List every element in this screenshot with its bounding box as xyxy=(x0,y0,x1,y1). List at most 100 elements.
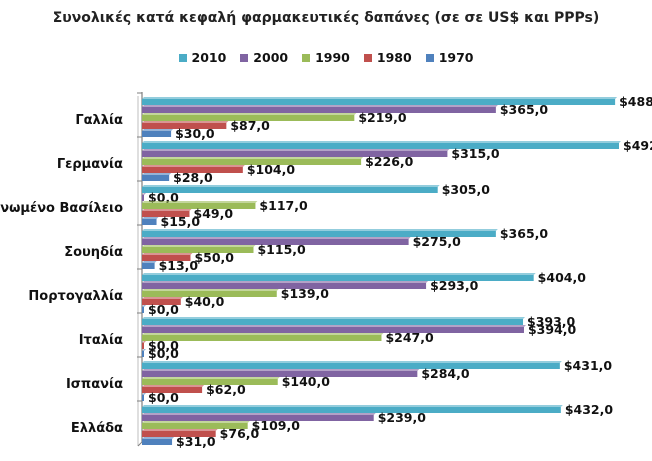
data-label: $0,0 xyxy=(148,338,179,353)
bar xyxy=(142,247,254,253)
bar xyxy=(142,307,144,313)
data-label: $87,0 xyxy=(230,118,270,133)
bar xyxy=(142,239,409,245)
data-label: $393,0 xyxy=(527,314,576,329)
data-label: $50,0 xyxy=(194,250,234,265)
data-label: $109,0 xyxy=(252,418,301,433)
bar xyxy=(142,143,619,149)
data-label: $76,0 xyxy=(220,426,260,441)
bar-top xyxy=(142,229,498,231)
bar-top xyxy=(142,97,618,99)
bar xyxy=(142,151,448,157)
data-label: $305,0 xyxy=(442,182,491,197)
bar xyxy=(142,255,191,261)
bar xyxy=(142,283,427,289)
legend-label: 1990 xyxy=(315,50,350,65)
bar xyxy=(142,423,248,429)
data-label: $315,0 xyxy=(451,146,500,161)
bar xyxy=(142,363,560,369)
data-label: $404,0 xyxy=(538,270,587,285)
bar xyxy=(142,439,173,445)
legend-item: 2000 xyxy=(240,50,288,65)
bar xyxy=(142,335,382,341)
bar-top xyxy=(142,413,376,415)
data-label: $219,0 xyxy=(358,110,407,125)
bar-top xyxy=(142,201,258,203)
bar xyxy=(142,107,496,113)
legend-swatch xyxy=(178,53,187,62)
bar xyxy=(142,415,374,421)
category-label: Πορτογαλλία xyxy=(28,289,123,304)
bar xyxy=(142,99,616,105)
data-label: $226,0 xyxy=(365,154,414,169)
bar-top xyxy=(142,237,411,239)
bar-top xyxy=(142,261,157,263)
bar-top xyxy=(142,281,429,283)
data-label: $239,0 xyxy=(378,410,427,425)
data-label: $117,0 xyxy=(259,198,308,213)
data-label: $394,0 xyxy=(528,322,577,337)
category-label: Γαλλία xyxy=(75,113,123,128)
data-label: $0,0 xyxy=(148,346,179,361)
bar-top xyxy=(142,149,450,151)
category-label: Ηνωμένο Βασίλειο xyxy=(0,201,123,216)
data-label: $0,0 xyxy=(148,302,179,317)
bar-top xyxy=(142,121,229,123)
data-label: $31,0 xyxy=(176,434,216,449)
bar xyxy=(142,231,496,237)
bar xyxy=(142,219,157,225)
data-label: $15,0 xyxy=(161,214,201,229)
legend-label: 1970 xyxy=(438,50,474,65)
data-label: $49,0 xyxy=(194,206,234,221)
bar-top xyxy=(142,333,384,335)
bar xyxy=(142,371,418,377)
data-label: $30,0 xyxy=(175,126,215,141)
data-label: $40,0 xyxy=(185,294,225,309)
data-label: $492,0 xyxy=(623,138,652,153)
legend-item: 1970 xyxy=(425,50,474,65)
data-label: $62,0 xyxy=(206,382,246,397)
bar-top xyxy=(142,341,146,343)
bar-top xyxy=(142,157,364,159)
legend-swatch xyxy=(302,53,311,62)
bar-top xyxy=(142,429,218,431)
bar-top xyxy=(142,377,280,379)
bar-top xyxy=(142,173,172,175)
bar-top xyxy=(142,305,146,307)
bar-top xyxy=(142,165,245,167)
bar xyxy=(142,159,362,165)
axis-corner xyxy=(137,441,143,447)
category-label: Ιταλία xyxy=(79,333,123,348)
bar-top xyxy=(142,253,193,255)
bar xyxy=(142,379,278,385)
bar xyxy=(142,275,534,281)
bar xyxy=(142,387,203,393)
category-label: Ελλάδα xyxy=(71,421,123,436)
data-label: $275,0 xyxy=(413,234,462,249)
bar-top xyxy=(142,273,536,275)
data-label: $432,0 xyxy=(565,402,614,417)
bar xyxy=(142,167,243,173)
bar-top xyxy=(142,405,563,407)
data-label: $247,0 xyxy=(385,330,434,345)
bar xyxy=(142,395,144,401)
data-label: $365,0 xyxy=(500,102,549,117)
bar xyxy=(142,115,355,121)
bar xyxy=(142,291,277,297)
bar-top xyxy=(142,289,279,291)
bar-top xyxy=(142,297,183,299)
data-label: $139,0 xyxy=(281,286,330,301)
bar-top xyxy=(142,217,159,219)
legend-label: 2000 xyxy=(253,50,289,65)
legend-item: 1990 xyxy=(302,50,350,65)
bar xyxy=(142,175,170,181)
bar-top xyxy=(142,193,146,195)
category-label: Σουηδία xyxy=(64,245,123,260)
bar-top xyxy=(142,209,192,211)
bar xyxy=(142,123,227,129)
legend-item: 1980 xyxy=(363,50,412,65)
bar-top xyxy=(142,325,526,327)
bar xyxy=(142,203,256,209)
bar-top xyxy=(142,437,175,439)
